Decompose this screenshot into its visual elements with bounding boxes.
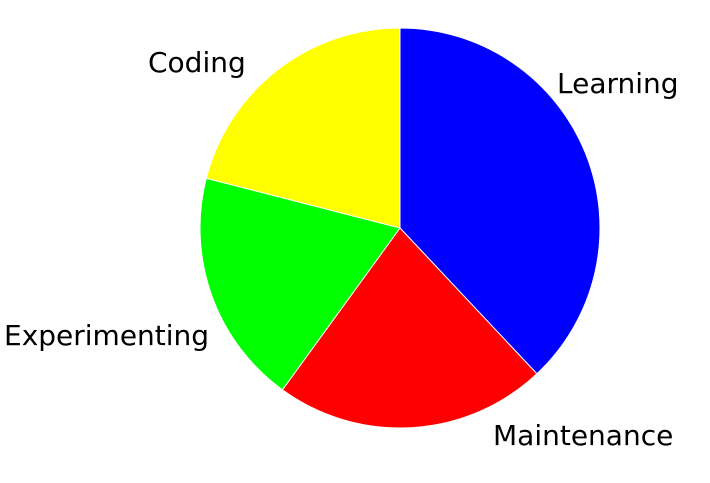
slice-label-coding: Coding (148, 46, 246, 79)
pie-slice-experimenting (199, 177, 401, 391)
pie-labels: Learning Maintenance Experimenting Codin… (4, 46, 679, 452)
pie-slice-coding (205, 27, 401, 229)
pie-slice-learning (399, 27, 601, 375)
pie-slice-maintenance (281, 227, 538, 429)
slice-label-learning: Learning (557, 67, 679, 100)
slice-label-maintenance: Maintenance (493, 419, 673, 452)
pie-slices (199, 27, 601, 429)
slice-label-experimenting: Experimenting (4, 319, 209, 352)
